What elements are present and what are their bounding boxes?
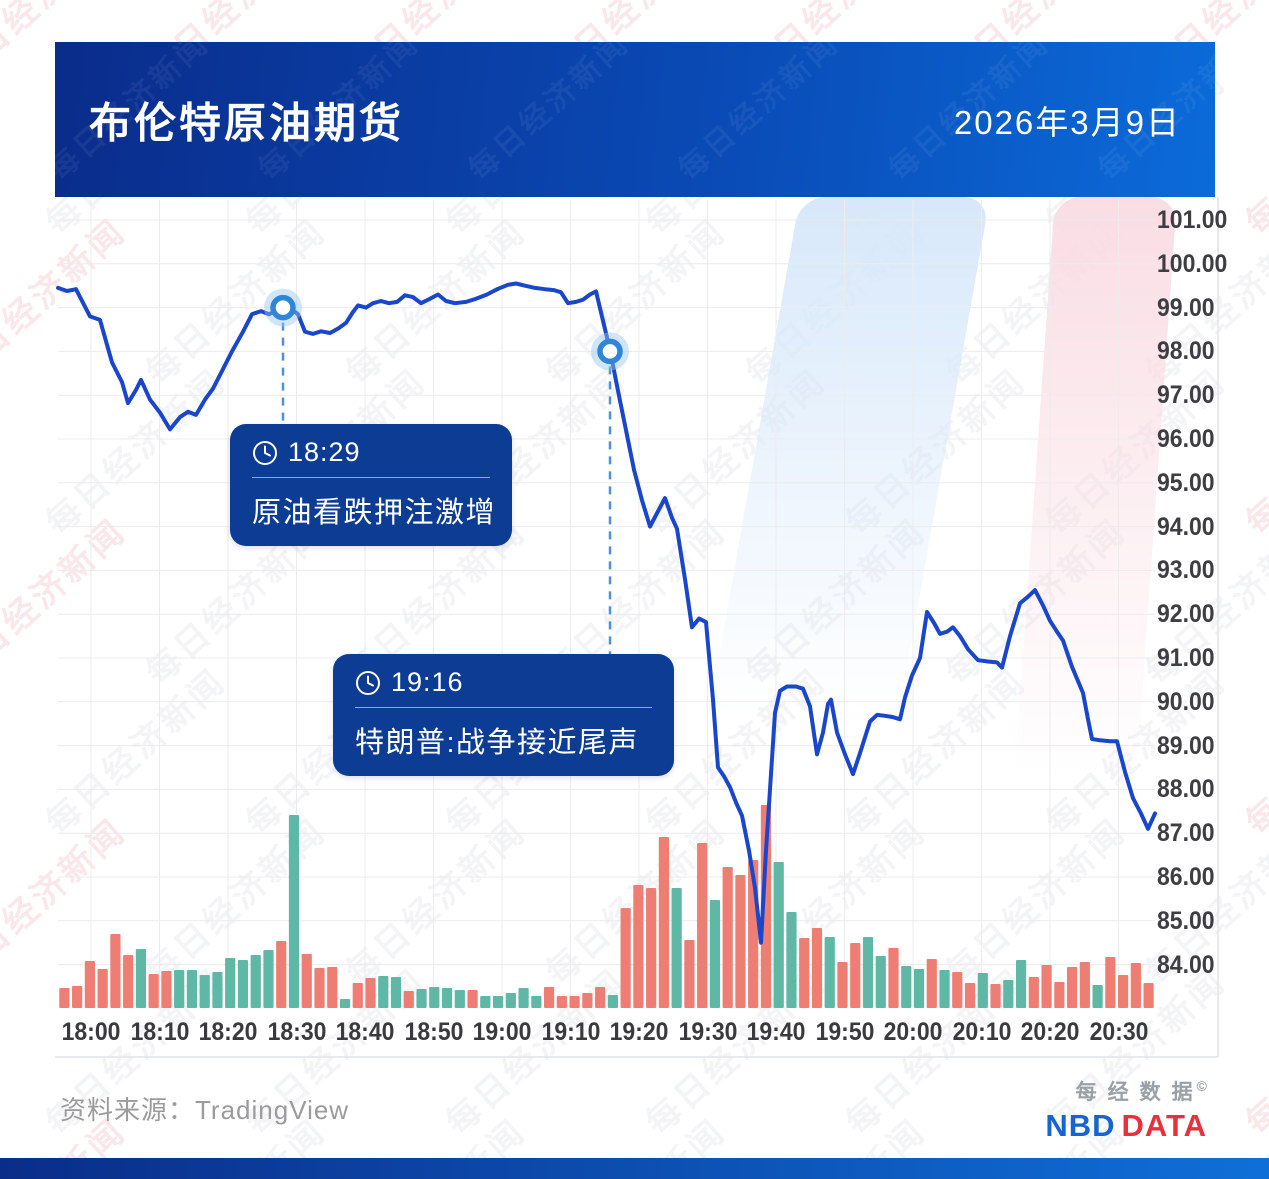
watermark-text: 每日经济新闻	[462, 42, 637, 188]
copyright-mark: ©	[1196, 1078, 1207, 1094]
event-callout-1916: 19:16 特朗普:战争接近尾声	[333, 654, 674, 776]
chart-card	[55, 197, 1215, 1058]
clock-icon	[252, 440, 278, 466]
nbd-logo-nbd: NBD	[1045, 1108, 1116, 1143]
watermark-text: 每日经济新闻	[672, 42, 847, 188]
nbd-logo-data: DATA	[1121, 1108, 1207, 1143]
nbd-logo-chinese: 每经数据©	[1045, 1076, 1207, 1106]
event-callout-head: 19:16	[355, 667, 652, 698]
page-title: 布伦特原油期货	[89, 99, 405, 146]
event-time: 18:29	[288, 437, 361, 467]
watermark-text: 每日经济新闻	[1238, 961, 1269, 1143]
watermark-text: 每日经济新闻	[1238, 61, 1269, 243]
watermark-text: 每日经济新闻	[1238, 361, 1269, 543]
decor-band-pink	[1010, 197, 1177, 827]
callout-divider	[252, 477, 490, 478]
header-date: 2026年3月9日	[953, 103, 1181, 141]
event-text: 原油看跌押注激增	[252, 497, 497, 529]
clock-icon	[355, 670, 381, 696]
callout-divider	[355, 707, 652, 708]
nbd-logo-chinese-text: 每经数据	[1075, 1081, 1204, 1104]
data-source: 资料来源：TradingView	[60, 1095, 350, 1125]
nbd-logo: 每经数据© NBD DATA	[1045, 1076, 1207, 1144]
nbd-logo-english: NBD DATA	[1045, 1108, 1207, 1144]
decor-band-blue	[699, 197, 990, 769]
event-text: 特朗普:战争接近尾声	[355, 727, 640, 759]
watermark-text: 每日经济新闻	[1238, 661, 1269, 843]
header-banner: 每日经济新闻 每日经济新闻 每日经济新闻 每日经济新闻 每日经济新闻 每日经济新闻 布伦特…	[55, 42, 1215, 197]
event-time: 19:16	[391, 667, 464, 697]
event-callout-head: 18:29	[252, 437, 490, 468]
event-callout-1829: 18:29 原油看跌押注激增	[230, 424, 512, 546]
bottom-strip	[0, 1158, 1269, 1179]
